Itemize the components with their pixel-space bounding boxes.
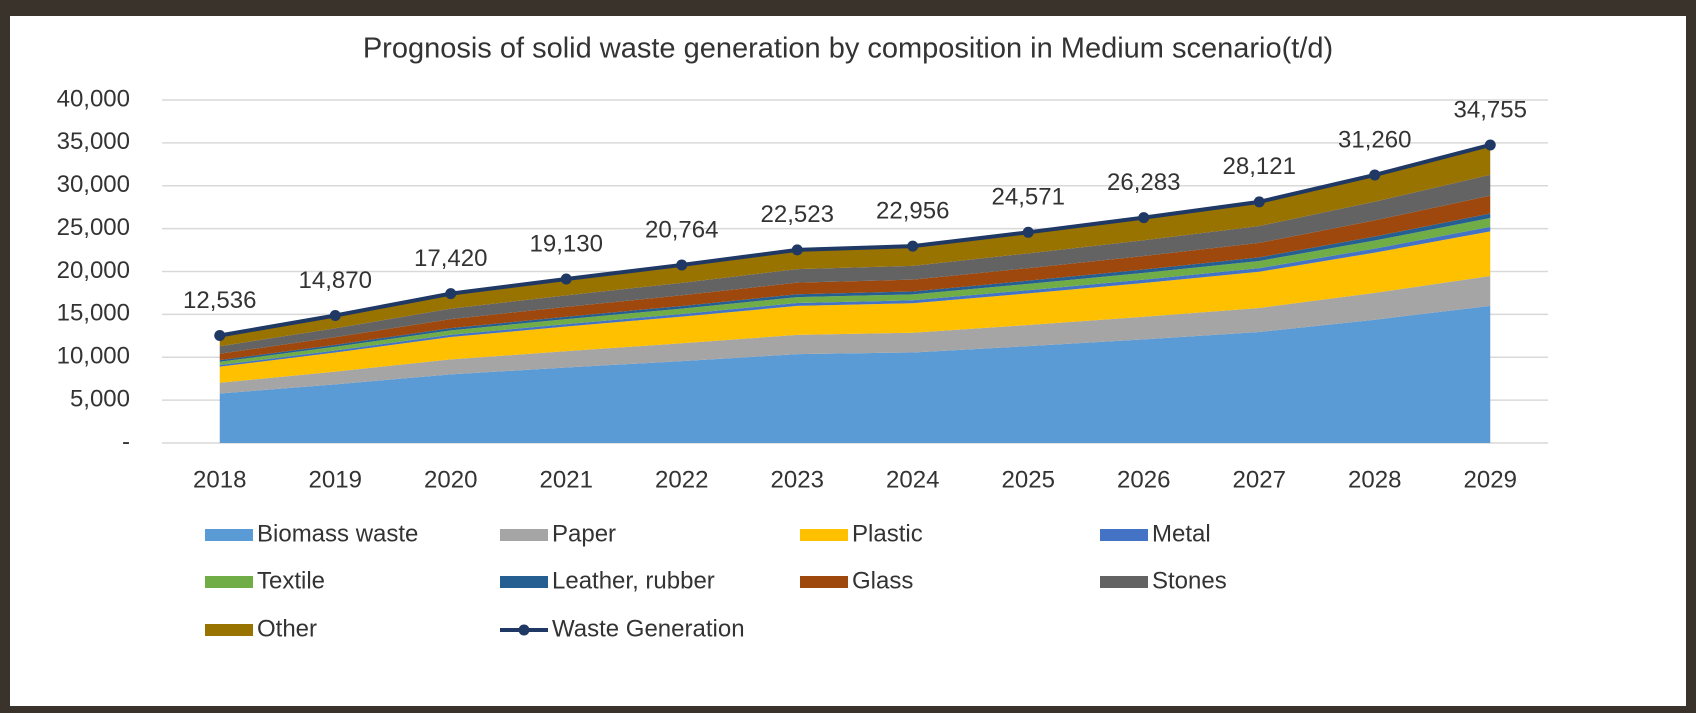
x-tick-label: 2024 bbox=[886, 466, 939, 493]
area-series bbox=[219, 174, 1491, 354]
area-series bbox=[219, 195, 1491, 361]
value-label: 17,420 bbox=[414, 245, 487, 272]
area-series bbox=[219, 231, 1491, 383]
line-marker bbox=[791, 244, 803, 256]
line-marker bbox=[907, 240, 919, 252]
legend-label: Paper bbox=[552, 520, 616, 547]
legend-label: Leather, rubber bbox=[552, 567, 715, 594]
legend-label: Glass bbox=[852, 567, 913, 594]
x-tick-label: 2027 bbox=[1233, 466, 1286, 493]
legend-swatch bbox=[1100, 576, 1148, 588]
line-marker bbox=[1484, 139, 1496, 151]
x-tick-label: 2020 bbox=[424, 466, 477, 493]
legend-label: Plastic bbox=[852, 520, 923, 547]
x-tick-label: 2023 bbox=[771, 466, 824, 493]
value-label: 26,283 bbox=[1107, 169, 1180, 196]
line-series bbox=[219, 143, 1491, 338]
x-tick-label: 2025 bbox=[1002, 466, 1055, 493]
y-tick-label: 35,000 bbox=[57, 128, 130, 155]
x-tick-label: 2018 bbox=[193, 466, 246, 493]
line-marker bbox=[1138, 212, 1150, 224]
x-tick-label: 2028 bbox=[1348, 466, 1401, 493]
x-tick-label: 2021 bbox=[540, 466, 593, 493]
line-marker bbox=[560, 273, 572, 285]
legend-label: Stones bbox=[1152, 567, 1227, 594]
value-label: 34,755 bbox=[1454, 96, 1527, 123]
legend-swatch bbox=[205, 529, 253, 541]
value-label: 20,764 bbox=[645, 216, 718, 243]
legend-label: Other bbox=[257, 615, 317, 642]
value-label: 19,130 bbox=[530, 230, 603, 257]
y-tick-label: 25,000 bbox=[57, 214, 130, 241]
line-marker bbox=[676, 259, 688, 271]
line-marker bbox=[1253, 196, 1265, 208]
legend-label: Textile bbox=[257, 567, 325, 594]
x-tick-label: 2029 bbox=[1464, 466, 1517, 493]
value-label: 22,956 bbox=[876, 197, 949, 224]
value-label: 28,121 bbox=[1223, 153, 1296, 180]
legend-label: Metal bbox=[1152, 520, 1211, 547]
y-tick-label: 20,000 bbox=[57, 257, 130, 284]
x-tick-label: 2026 bbox=[1117, 466, 1170, 493]
line-marker bbox=[445, 288, 457, 300]
area-series bbox=[219, 305, 1491, 443]
line-marker bbox=[1022, 226, 1034, 238]
value-label: 14,870 bbox=[299, 267, 372, 294]
legend-swatch bbox=[205, 624, 253, 636]
y-tick-label: 5,000 bbox=[70, 385, 130, 412]
legend-label: Waste Generation bbox=[552, 615, 745, 642]
y-tick-label: 30,000 bbox=[57, 171, 130, 198]
value-label: 12,536 bbox=[183, 287, 256, 314]
area-series bbox=[219, 276, 1491, 394]
chart-title: Prognosis of solid waste generation by c… bbox=[363, 33, 1333, 65]
x-tick-label: 2022 bbox=[655, 466, 708, 493]
legend-swatch bbox=[800, 576, 848, 588]
line-marker bbox=[329, 309, 341, 321]
y-tick-label: 15,000 bbox=[57, 300, 130, 327]
line-marker bbox=[214, 330, 226, 342]
legend-label: Biomass waste bbox=[257, 520, 418, 547]
legend-swatch bbox=[1100, 529, 1148, 541]
value-label: 24,571 bbox=[992, 184, 1065, 211]
line-marker bbox=[1369, 169, 1381, 181]
y-tick-label: 10,000 bbox=[57, 343, 130, 370]
legend-swatch bbox=[800, 529, 848, 541]
y-tick-label: - bbox=[122, 428, 130, 455]
legend-swatch bbox=[500, 576, 548, 588]
legend-swatch bbox=[205, 576, 253, 588]
legend-swatch bbox=[518, 624, 530, 636]
value-label: 22,523 bbox=[761, 201, 834, 228]
y-tick-label: 40,000 bbox=[57, 85, 130, 112]
x-tick-label: 2019 bbox=[309, 466, 362, 493]
value-label: 31,260 bbox=[1338, 126, 1411, 153]
legend-swatch bbox=[500, 529, 548, 541]
area-series bbox=[219, 144, 1491, 347]
